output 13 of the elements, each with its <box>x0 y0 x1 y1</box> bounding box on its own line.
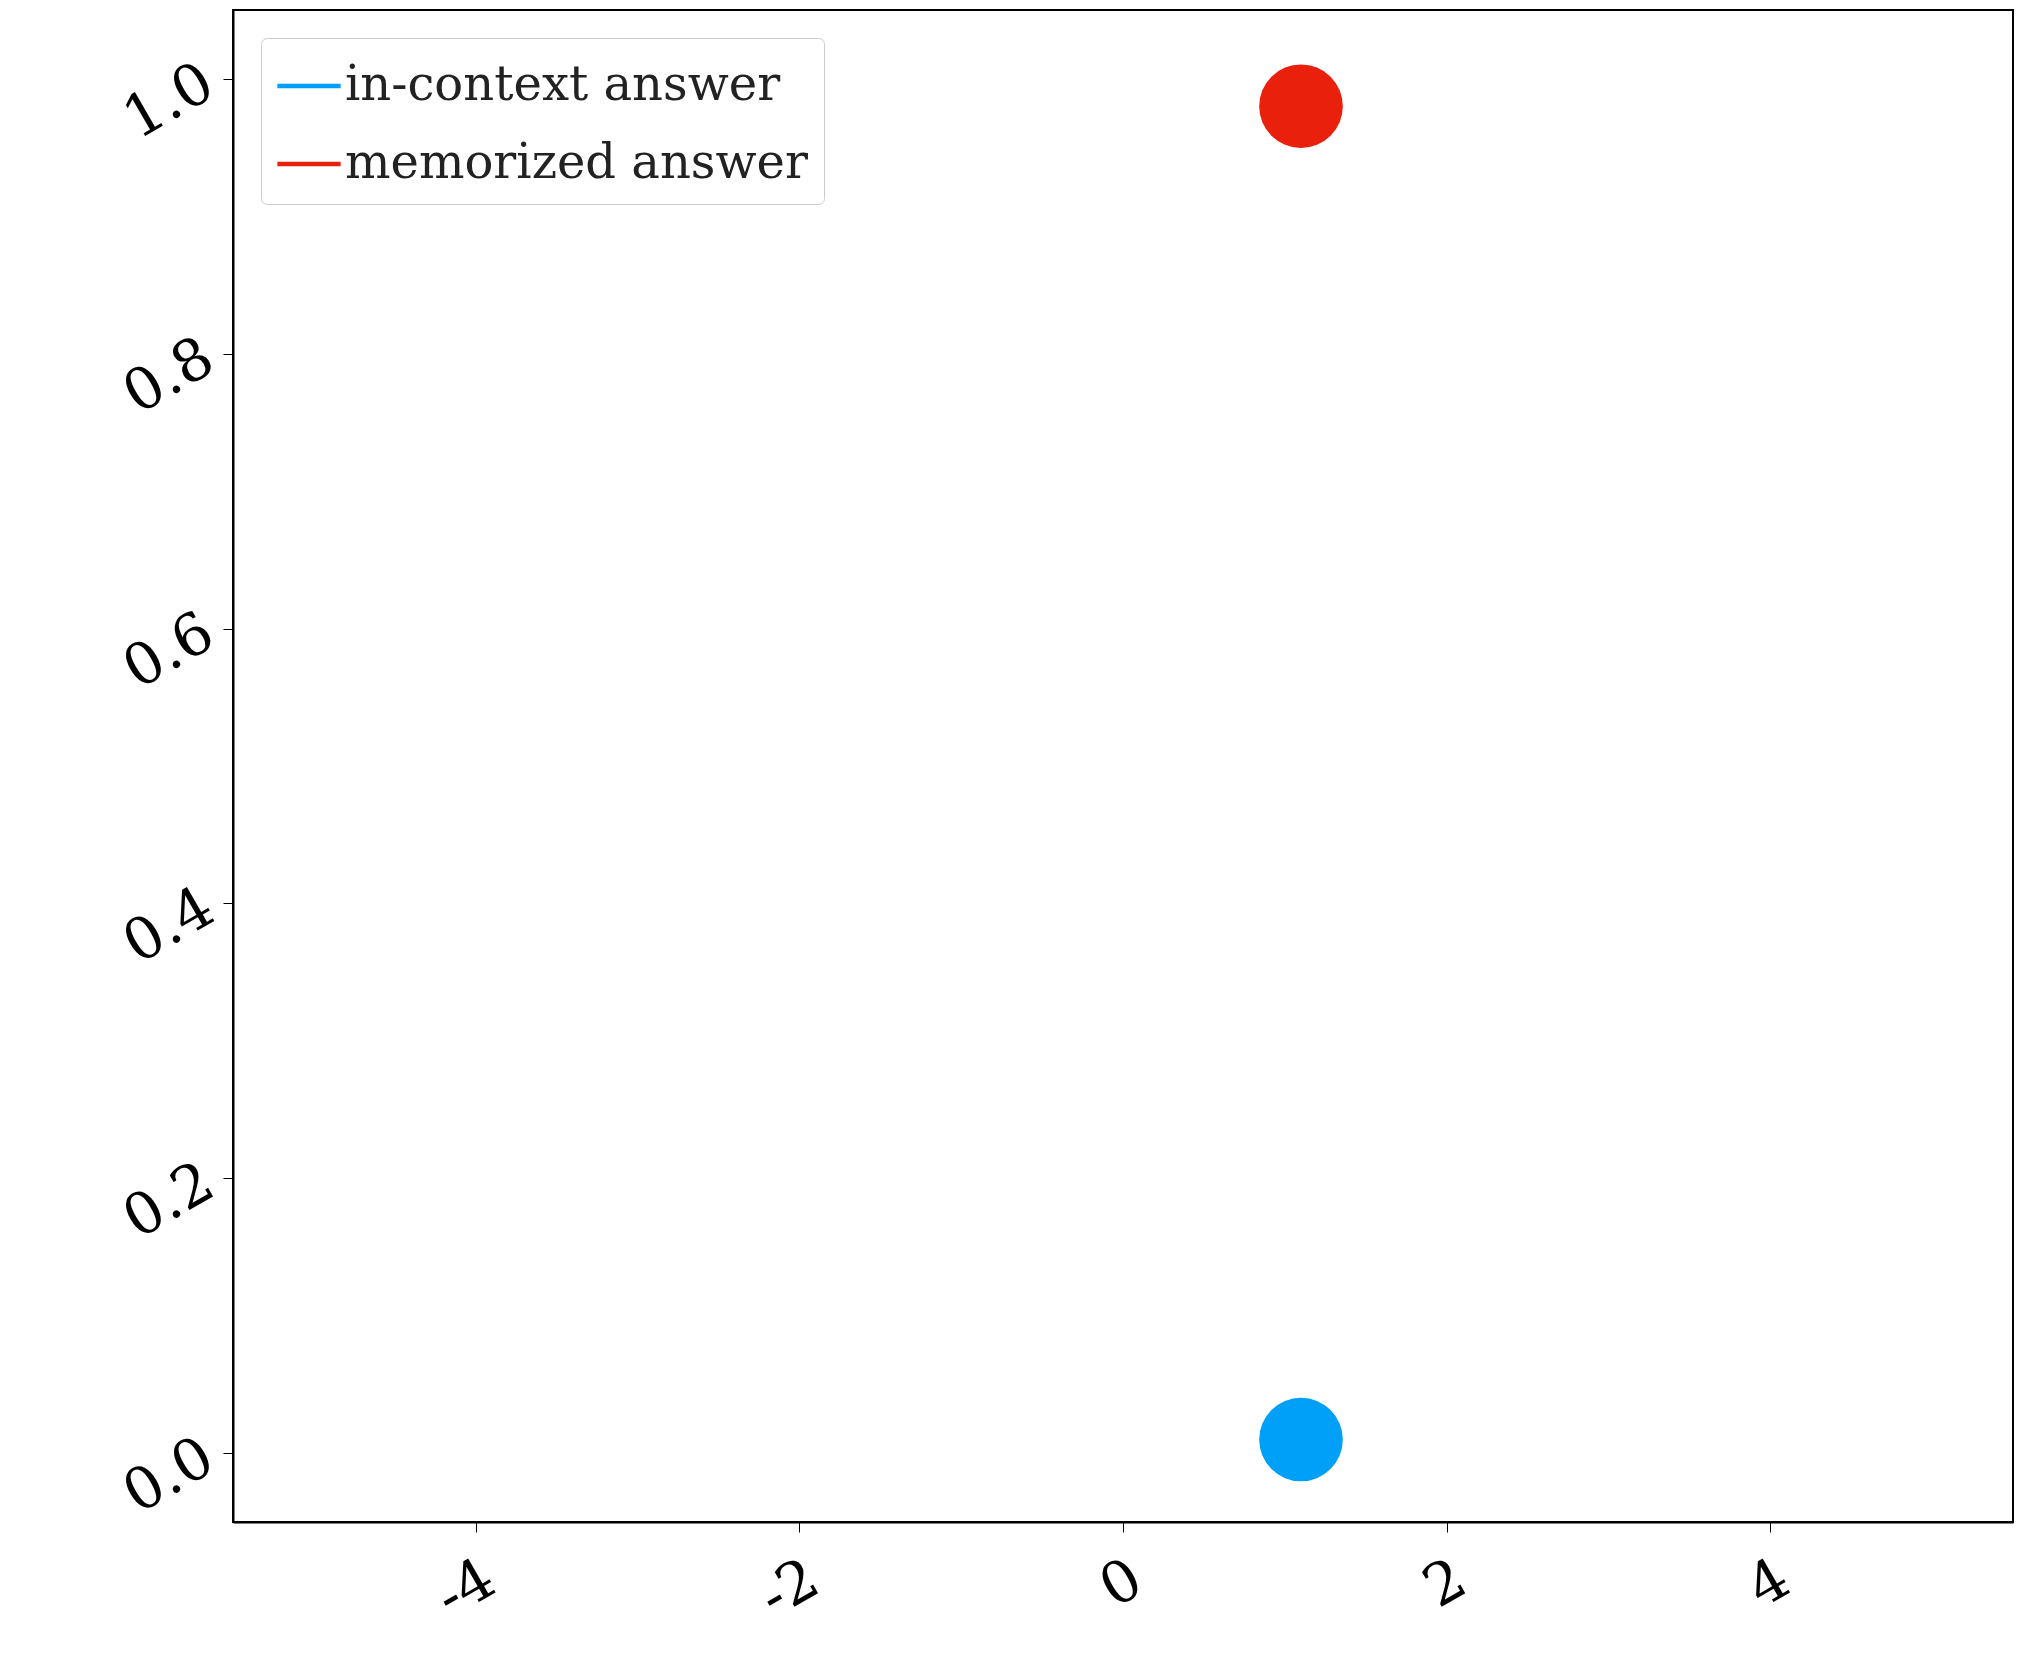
x-tick-label: 4 <box>1734 1543 1801 1621</box>
x-tick-label: -2 <box>746 1543 830 1631</box>
x-tick-label: 2 <box>1411 1543 1478 1621</box>
y-tick-label: 0.2 <box>111 1146 225 1252</box>
legend-label: in-context answer <box>345 55 781 111</box>
y-tick-label: 0.6 <box>111 597 225 703</box>
x-tick-label: 0 <box>1087 1543 1154 1621</box>
y-tick-label: 1.0 <box>111 47 225 153</box>
x-tick-label: -4 <box>423 1543 507 1631</box>
y-tick-label: 0.8 <box>111 322 225 428</box>
y-tick-label: 0.4 <box>111 871 225 977</box>
y-tick-label: 0.0 <box>111 1421 225 1527</box>
legend-label: memorized answer <box>345 133 808 189</box>
